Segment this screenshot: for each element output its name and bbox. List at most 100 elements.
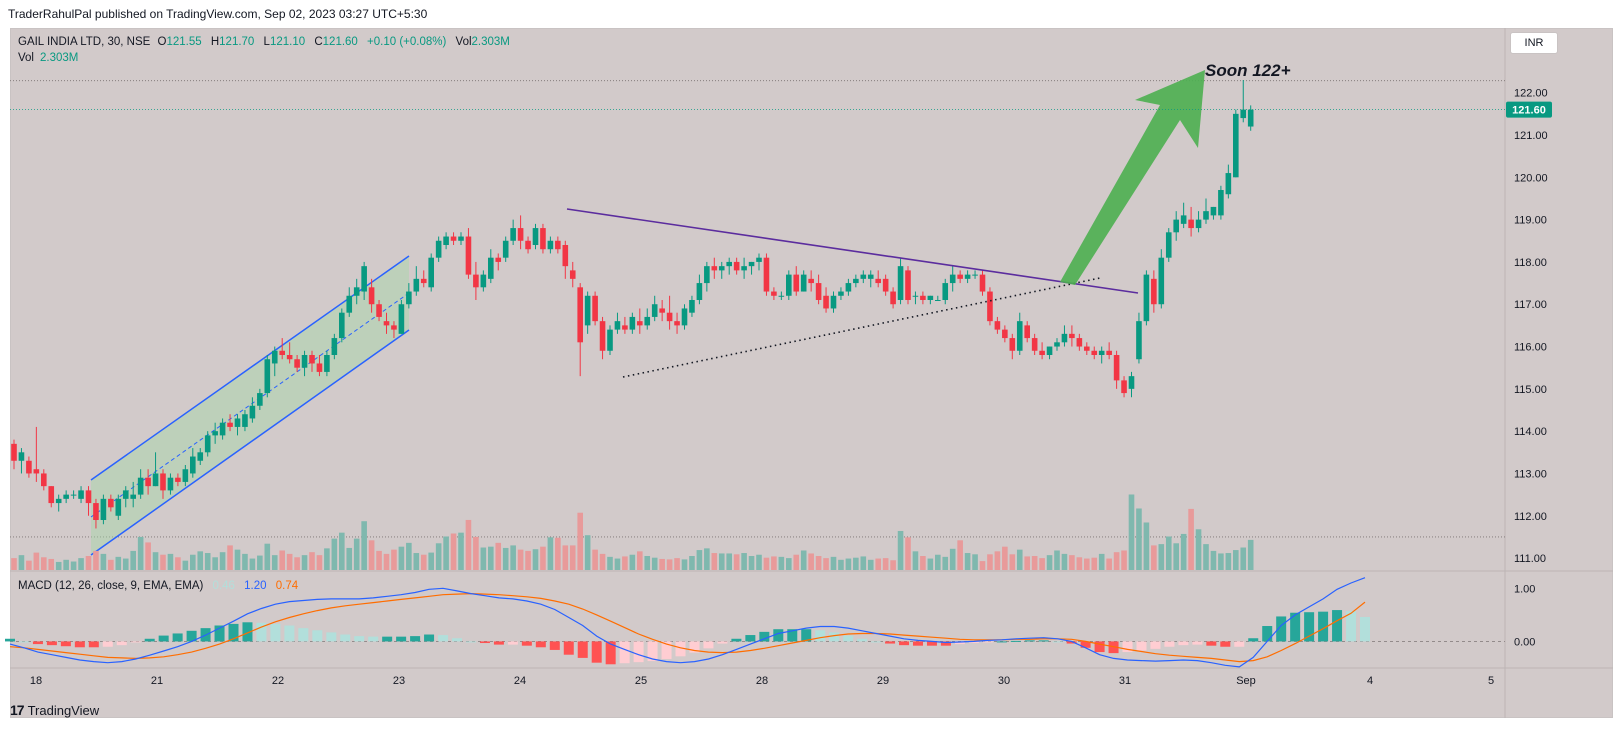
volume-bar [108, 559, 114, 570]
volume-bar [383, 553, 390, 570]
candle-body [815, 283, 822, 300]
high-label: H [210, 36, 220, 48]
volume-bar [167, 553, 174, 570]
volume-bar [1106, 558, 1112, 570]
candle-body [130, 494, 136, 499]
descending-trendline [566, 208, 1139, 294]
volume-bar [964, 553, 971, 570]
close-label: C [314, 36, 323, 48]
time-tick-label: 22 [272, 675, 284, 687]
volume-bar [331, 538, 338, 570]
price-channel-fill [91, 256, 409, 555]
volume-bar [838, 559, 844, 570]
macd-histogram-bar [102, 641, 113, 647]
candle-body [480, 274, 487, 288]
volume-bar [704, 548, 710, 570]
candle-body [1002, 329, 1008, 339]
candle-body [33, 469, 40, 474]
volume-bar [122, 558, 129, 570]
time-tick-label: 30 [998, 675, 1010, 687]
candle-body [1054, 342, 1060, 347]
volume-bar [93, 550, 99, 570]
volume-bar [696, 550, 703, 570]
last-price-badge [1506, 101, 1552, 118]
candle-body [1180, 215, 1187, 224]
macd-histogram-bar [507, 641, 518, 645]
volume-bar [152, 552, 159, 570]
last-price-label: 121.60 [1512, 105, 1546, 117]
candle-body [85, 490, 92, 504]
volume-bar [294, 557, 300, 570]
candle-body [197, 452, 204, 461]
candle-body [1218, 190, 1224, 216]
macd-histogram-bar [270, 623, 281, 642]
macd-histogram-bar [284, 625, 295, 642]
candle-body [1024, 325, 1030, 339]
candle-body [11, 443, 17, 461]
volume-bar [778, 556, 785, 570]
candle-body [1084, 346, 1090, 351]
macd-histogram-bar [1136, 641, 1147, 651]
candle-body [428, 257, 434, 288]
volume-bar [741, 553, 747, 570]
macd-histogram-bar [982, 641, 993, 643]
candle-body [1247, 109, 1254, 127]
macd-histogram-bar [899, 641, 910, 646]
macd-histogram-bar [521, 641, 532, 646]
currency-button[interactable]: INR [1510, 32, 1558, 54]
volume-bar [458, 532, 464, 570]
macd-histogram-bar [996, 641, 1007, 643]
candle-body [651, 304, 658, 317]
candle-body [771, 291, 777, 296]
volume-bar [1084, 558, 1090, 570]
candle-body [234, 418, 241, 427]
volume-bar [815, 556, 822, 570]
volume-bar [771, 556, 777, 570]
candle-body [1009, 338, 1016, 351]
candle-body [1195, 219, 1202, 229]
volume-bar [1128, 494, 1135, 570]
volume-bar [130, 550, 136, 570]
candle-body [830, 295, 837, 309]
candle-body [838, 291, 844, 296]
volume-bar [905, 537, 911, 570]
candle-body [957, 274, 963, 279]
macd-histogram-bar [912, 641, 923, 646]
macd-histogram-bar [1178, 641, 1189, 646]
time-tick-label: 5 [1488, 675, 1494, 687]
candle-body [331, 338, 338, 355]
volume-bar [368, 540, 375, 570]
volume-bar [644, 556, 651, 570]
candle-body [741, 266, 747, 271]
candle-body [1225, 173, 1232, 195]
candle-body [145, 477, 151, 487]
macd-signal-value: 0.74 [275, 580, 299, 592]
volume-bar [175, 557, 181, 570]
time-tick-label: 25 [635, 675, 647, 687]
change-value: +0.10 (+0.08%) [367, 36, 447, 48]
annotation-text: Soon 122+ [1205, 61, 1291, 80]
macd-histogram-bar [926, 641, 937, 646]
volume-bar [867, 559, 874, 570]
macd-histogram-bar [172, 633, 183, 642]
volume-bar [875, 558, 881, 570]
volume-bar [830, 556, 837, 570]
macd-histogram-bar [605, 641, 616, 665]
candle-body [115, 498, 122, 516]
candle-body [391, 325, 397, 330]
vol-label: Vol [455, 36, 472, 48]
candle-body [912, 295, 919, 297]
volume-bar [406, 542, 412, 570]
volume-bar [473, 536, 479, 570]
candle-body [525, 240, 531, 250]
macd-histogram-bar [843, 635, 854, 642]
candle-body [279, 350, 285, 355]
candle-body [242, 414, 248, 427]
candle-body [584, 295, 591, 326]
tradingview-brand[interactable]: 17 TradingView [10, 702, 99, 718]
price-channel-median [90, 292, 410, 518]
candle-body [406, 291, 412, 305]
candle-body [510, 228, 516, 241]
candle-body [219, 422, 226, 436]
